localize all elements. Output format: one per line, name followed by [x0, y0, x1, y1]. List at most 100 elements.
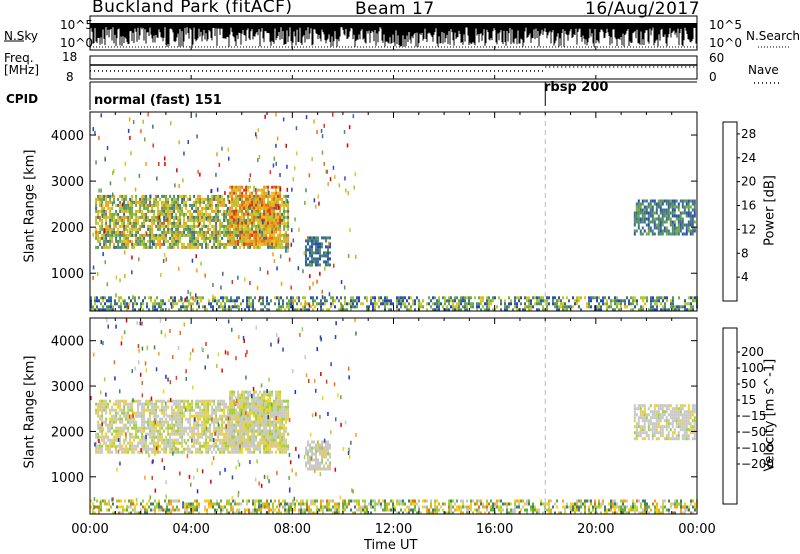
data-cell [267, 447, 270, 451]
data-cell [201, 209, 204, 213]
data-cell [203, 239, 206, 243]
data-cell [552, 302, 554, 306]
data-cell [111, 426, 114, 430]
data-cell [121, 447, 124, 451]
data-cell [274, 296, 276, 300]
data-cell [205, 230, 208, 234]
data-cell [95, 160, 97, 165]
data-cell [199, 230, 202, 234]
data-cell [246, 305, 248, 309]
data-cell [187, 444, 190, 448]
data-cell [494, 296, 496, 300]
data-cell [97, 239, 100, 243]
data-cell [229, 218, 232, 222]
data-cell [261, 215, 264, 219]
data-cell [153, 215, 156, 219]
data-cell [155, 450, 158, 454]
data-cell [237, 215, 240, 219]
data-cell [135, 444, 138, 448]
data-cell [127, 305, 130, 310]
data-cell [127, 206, 130, 210]
data-cell [298, 227, 300, 232]
data-cell [195, 200, 198, 204]
data-cell [480, 302, 482, 306]
data-cell [273, 245, 276, 249]
data-cell [321, 236, 323, 240]
data-cell [153, 405, 156, 409]
data-cell [125, 194, 128, 198]
data-cell [243, 233, 246, 237]
data-cell [199, 417, 202, 421]
data-cell [237, 242, 240, 246]
data-cell [257, 218, 260, 222]
data-cell [115, 230, 118, 234]
data-cell [658, 296, 660, 300]
data-cell [112, 171, 114, 175]
data-cell [127, 239, 130, 243]
data-cell [127, 242, 130, 246]
data-cell [618, 302, 620, 306]
data-cell [105, 215, 108, 219]
data-cell [129, 444, 132, 448]
data-cell [99, 450, 102, 454]
data-cell [113, 242, 116, 246]
data-cell [113, 414, 116, 418]
data-cell [209, 227, 212, 231]
data-cell [189, 224, 192, 228]
data-cell [145, 402, 148, 406]
data-cell [687, 223, 690, 227]
data-cell [230, 296, 232, 300]
data-cell [414, 302, 416, 306]
data-cell [101, 426, 104, 430]
freq-tick-top: 18 [62, 50, 78, 64]
data-cell [169, 212, 172, 216]
data-cell [661, 211, 664, 215]
data-cell [273, 185, 276, 189]
data-cell [464, 302, 466, 306]
data-cell [98, 308, 100, 312]
data-cell [302, 305, 304, 309]
data-cell [203, 429, 206, 433]
data-cell [285, 242, 288, 246]
data-cell [259, 245, 262, 249]
data-cell [135, 212, 138, 216]
data-cell [149, 230, 152, 234]
data-cell [286, 302, 288, 306]
data-cell [472, 305, 474, 309]
data-cell [111, 420, 114, 424]
data-cell [675, 229, 678, 233]
data-cell [99, 417, 102, 421]
data-cell [183, 194, 186, 198]
data-cell [207, 441, 210, 445]
data-cell [309, 245, 311, 249]
data-cell [219, 227, 222, 231]
data-cell [158, 162, 160, 166]
data-cell [215, 429, 218, 433]
data-cell [115, 239, 118, 243]
data-cell [159, 212, 162, 216]
data-cell [165, 441, 168, 445]
data-cell [227, 212, 230, 216]
data-cell [106, 299, 108, 303]
data-cell [666, 308, 668, 312]
data-cell [111, 206, 114, 210]
data-cell [215, 236, 218, 240]
data-cell [97, 420, 100, 424]
data-cell [205, 245, 208, 249]
data-cell [205, 206, 208, 210]
data-cell [344, 296, 346, 300]
data-cell [641, 220, 644, 224]
data-cell [111, 444, 114, 448]
data-cell [224, 305, 226, 309]
data-cell [149, 200, 152, 204]
data-cell [635, 202, 638, 206]
data-cell [185, 405, 188, 409]
data-cell [151, 420, 154, 424]
data-cell [243, 227, 246, 231]
data-cell [227, 432, 230, 436]
data-cell [231, 185, 234, 189]
data-cell [173, 429, 176, 433]
data-cell [159, 429, 162, 433]
data-cell [671, 208, 674, 212]
data-cell [127, 215, 130, 219]
